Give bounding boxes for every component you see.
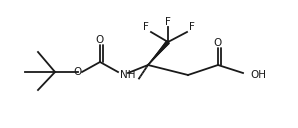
Text: F: F — [165, 17, 171, 27]
Text: O: O — [96, 35, 104, 45]
Text: OH: OH — [250, 70, 266, 80]
Text: F: F — [143, 22, 149, 32]
Text: NH: NH — [120, 70, 136, 80]
Text: F: F — [189, 22, 195, 32]
Text: O: O — [214, 38, 222, 48]
Text: O: O — [74, 67, 82, 77]
Polygon shape — [148, 40, 170, 65]
